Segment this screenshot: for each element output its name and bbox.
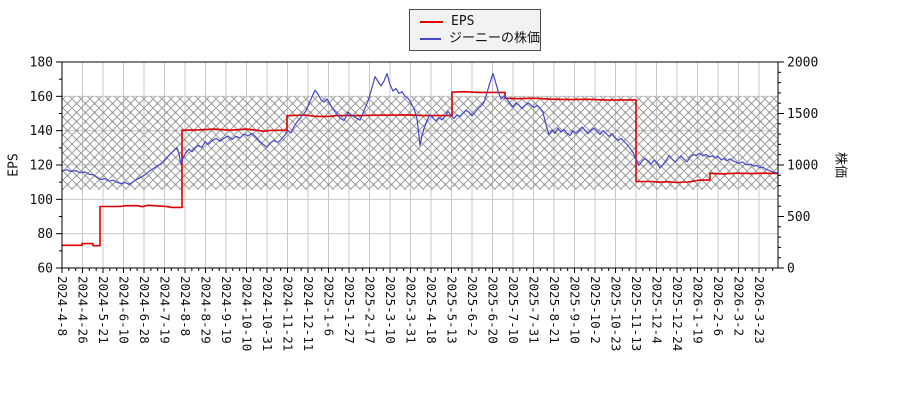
legend-label-stock-price: ジーニーの株価 xyxy=(448,31,540,46)
x-tick-label: 2025-10-23 xyxy=(609,276,624,351)
x-tick-label: 2024-4-8 xyxy=(55,276,70,336)
y-left-tick-label: 80 xyxy=(37,227,53,242)
stock-price-line xyxy=(61,72,779,185)
x-tick-label: 2025-12-24 xyxy=(670,276,685,351)
eps-color-swatch xyxy=(420,20,443,23)
y-left-tick-label: 140 xyxy=(30,124,53,139)
y-left-tick-label: 180 xyxy=(30,56,53,71)
x-tick-label: 2026-2-6 xyxy=(711,276,726,336)
x-tick-label: 2024-8-29 xyxy=(199,276,214,344)
x-tick-label: 2025-3-10 xyxy=(383,276,398,344)
x-tick-label: 2024-11-21 xyxy=(281,276,296,351)
x-tick-label: 2025-12-4 xyxy=(650,276,665,344)
y-right-tick-label: 1500 xyxy=(787,107,818,122)
x-tick-label: 2024-9-19 xyxy=(219,276,234,344)
x-tick-label: 2024-8-8 xyxy=(178,276,193,336)
x-tick-label: 2024-12-11 xyxy=(301,276,316,351)
y-left-tick-label: 120 xyxy=(30,159,53,174)
y-axis-title-left: EPS xyxy=(6,153,22,177)
y-left-tick-label: 100 xyxy=(30,193,53,208)
stock-price-color-swatch xyxy=(420,37,441,40)
x-tick-label: 2024-7-19 xyxy=(158,276,173,344)
y-axis-title-right: 株価 xyxy=(832,151,848,179)
x-tick-label: 2025-10-2 xyxy=(588,276,603,344)
x-tick-label: 2026-1-19 xyxy=(691,276,706,344)
y-right-tick-label: 2000 xyxy=(787,56,818,71)
eps-line xyxy=(62,90,779,247)
x-tick-label: 2024-10-10 xyxy=(240,276,255,351)
x-tick-label: 2026-3-2 xyxy=(732,276,747,336)
x-tick-label: 2024-5-21 xyxy=(96,276,111,344)
x-tick-label: 2024-6-28 xyxy=(137,276,152,344)
x-tick-label: 2025-2-17 xyxy=(363,276,378,344)
x-tick-label: 2025-7-10 xyxy=(506,276,521,344)
y-right-tick-label: 1000 xyxy=(787,159,818,174)
x-tick-label: 2025-9-10 xyxy=(568,276,583,344)
y-right-tick-label: 500 xyxy=(787,210,810,225)
chart-legend: EPS ジーニーの株価 xyxy=(409,9,541,51)
x-tick-label: 2025-8-21 xyxy=(547,276,562,344)
x-tick-label: 2024-6-10 xyxy=(117,276,132,344)
y-left-tick-label: 160 xyxy=(30,90,53,105)
x-tick-label: 2024-10-31 xyxy=(260,276,275,351)
x-tick-label: 2025-5-13 xyxy=(445,276,460,344)
x-tick-label: 2025-1-27 xyxy=(342,276,357,344)
x-tick-label: 2025-6-2 xyxy=(465,276,480,336)
y-left-tick-label: 60 xyxy=(37,262,53,277)
x-tick-label: 2025-11-13 xyxy=(629,276,644,351)
x-tick-label: 2025-1-6 xyxy=(322,276,337,336)
legend-label-eps: EPS xyxy=(451,14,475,29)
x-tick-label: 2026-3-23 xyxy=(752,276,767,344)
x-tick-label: 2024-4-26 xyxy=(76,276,91,344)
y-right-tick-label: 0 xyxy=(787,262,795,277)
x-tick-label: 2025-6-20 xyxy=(486,276,501,344)
legend-item-stock-price: ジーニーの株価 xyxy=(410,32,540,45)
x-tick-label: 2025-4-18 xyxy=(424,276,439,344)
x-tick-label: 2025-7-31 xyxy=(527,276,542,344)
x-tick-label: 2025-3-31 xyxy=(404,276,419,344)
legend-item-eps: EPS xyxy=(410,15,540,28)
